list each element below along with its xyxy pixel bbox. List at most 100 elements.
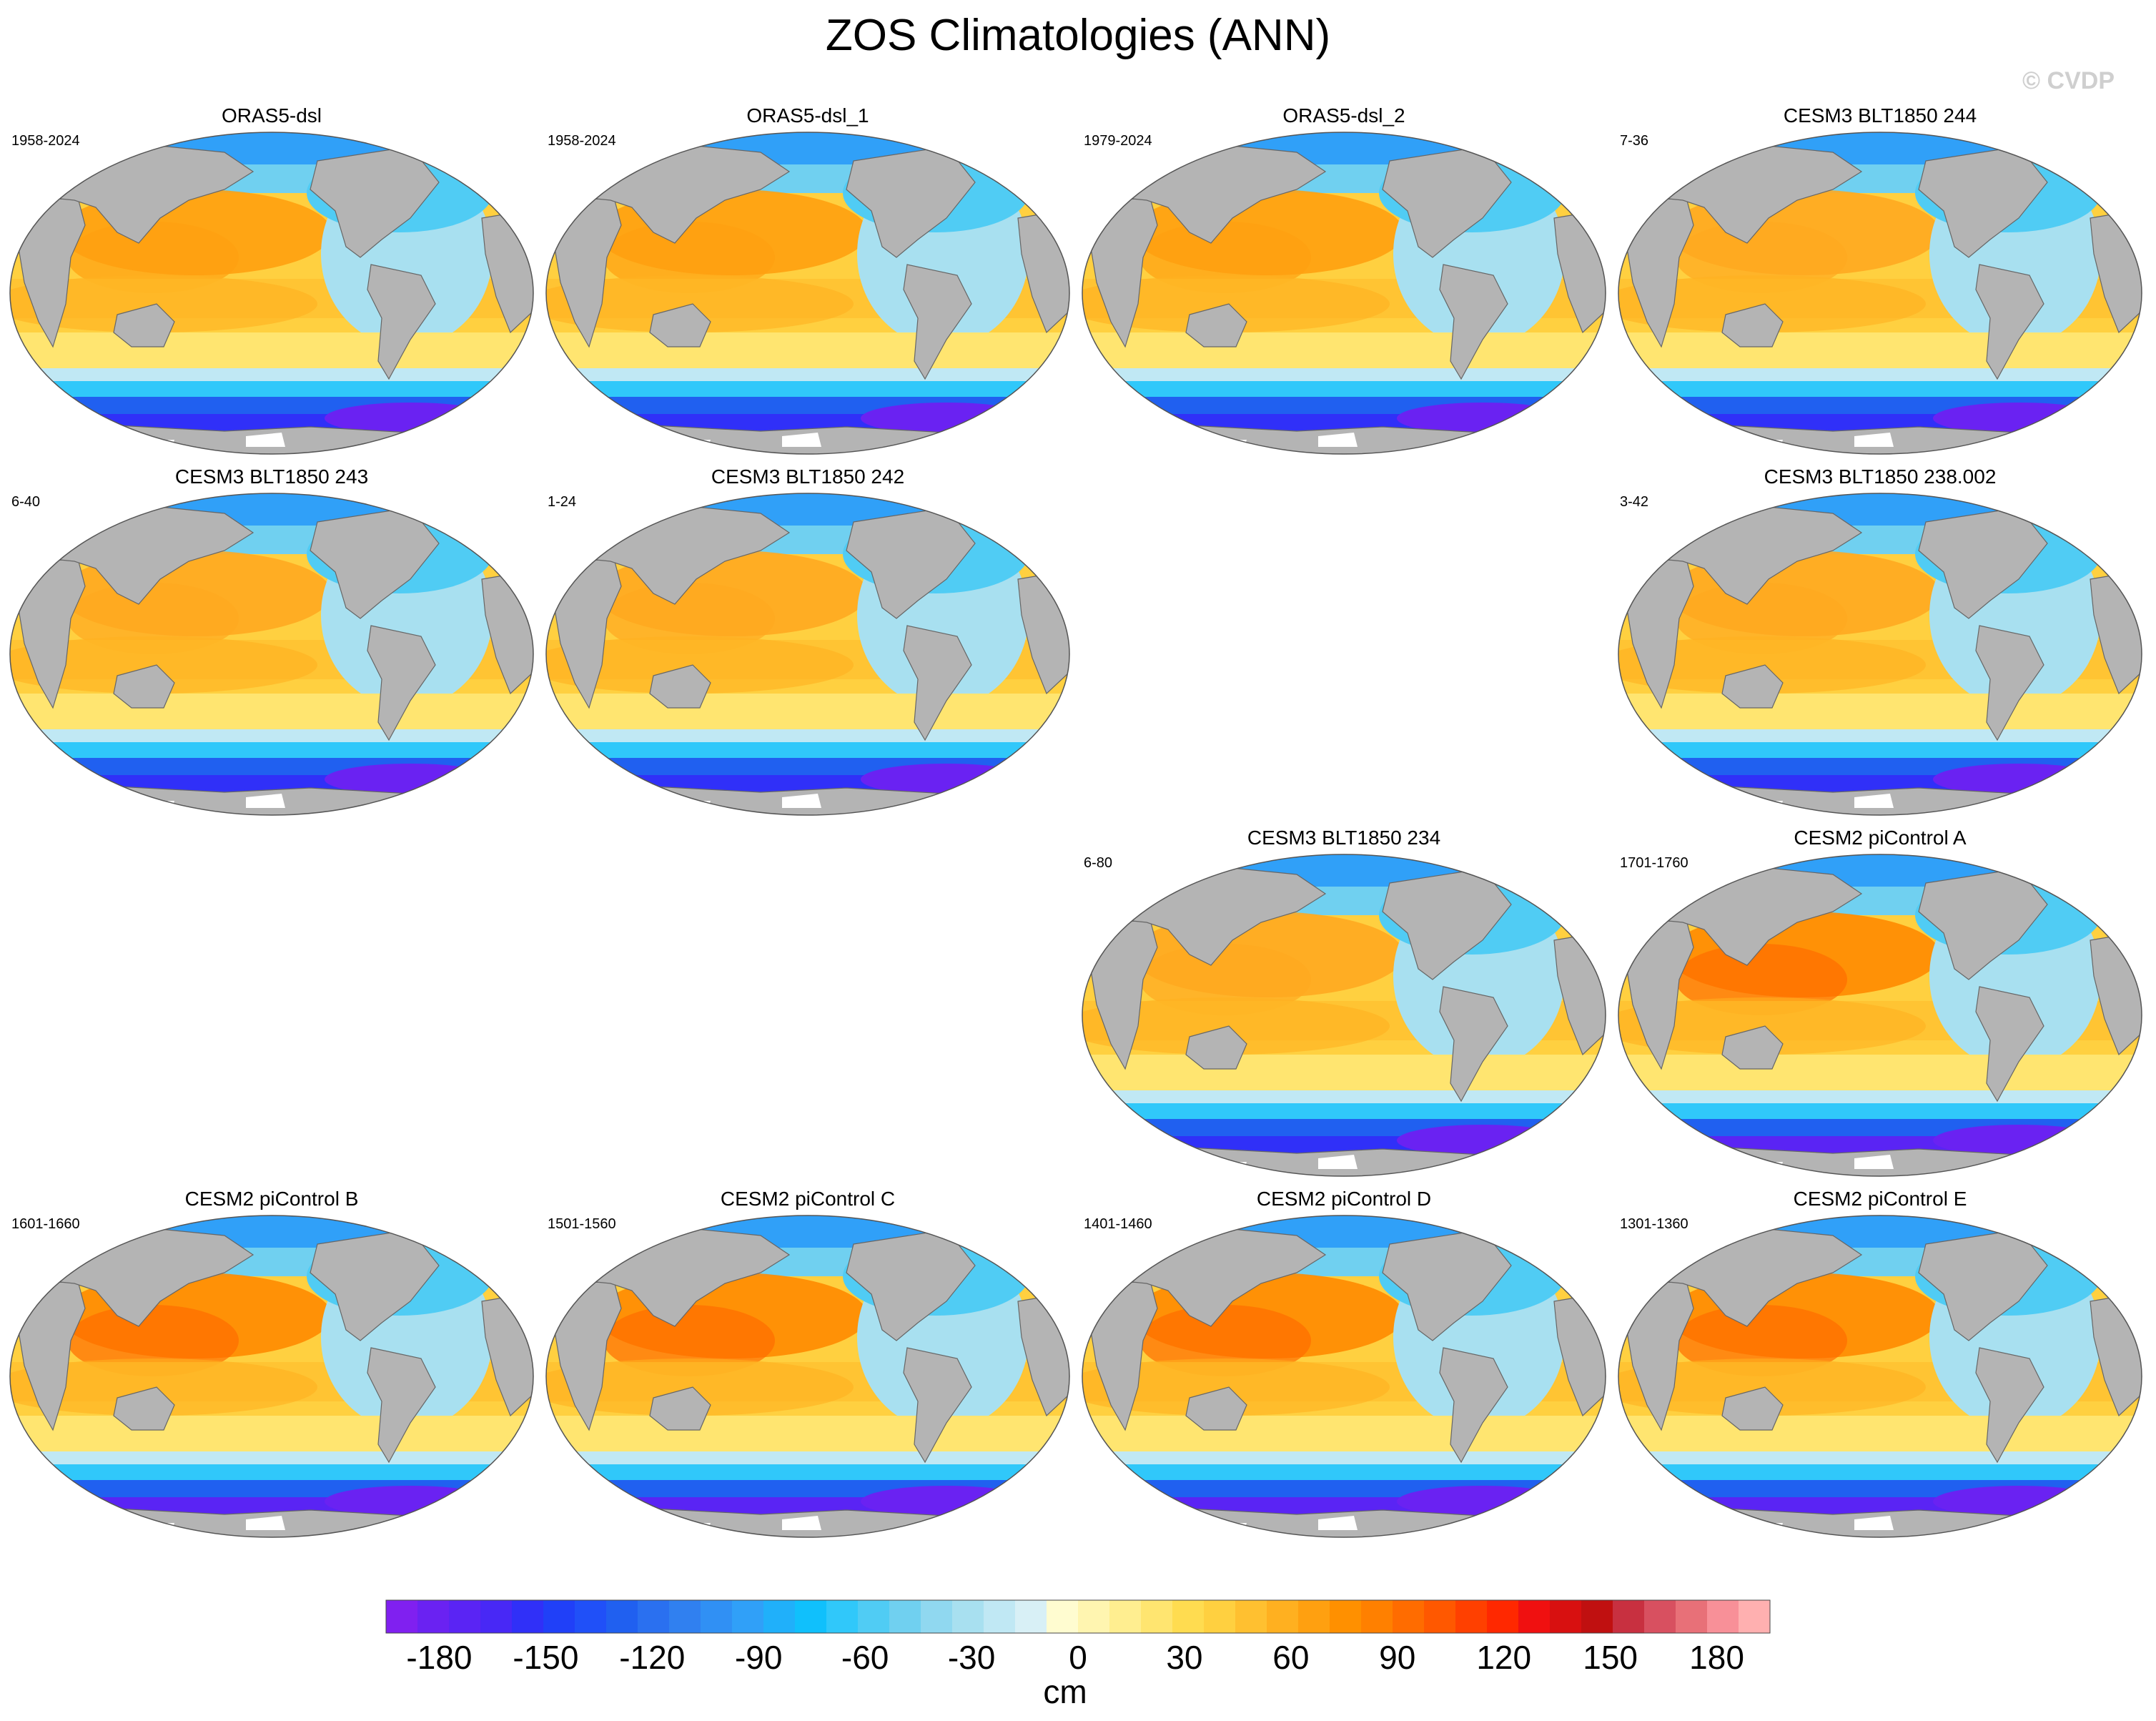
colorbar-box	[606, 1600, 638, 1633]
panel-title: CESM3 BLT1850 234	[1247, 827, 1440, 849]
colorbar-box	[1550, 1600, 1582, 1633]
colorbar-tick-label: -30	[948, 1639, 995, 1676]
panel-years: 6-40	[11, 494, 40, 510]
map-field	[1082, 1215, 1606, 1537]
colorbar-box	[1015, 1600, 1047, 1633]
colorbar-box	[1204, 1600, 1236, 1633]
map-field	[546, 493, 1069, 815]
colorbar-box	[732, 1600, 764, 1633]
map-panel: CESM3 BLT1850 244 7-36	[1618, 104, 2142, 455]
colorbar-tick-label: -60	[841, 1639, 889, 1676]
colorbar-box	[952, 1600, 984, 1633]
colorbar-box	[480, 1600, 513, 1633]
panel-title: CESM2 piControl A	[1794, 827, 1967, 849]
map-border	[1618, 854, 2142, 1177]
panel-years: 7-36	[1620, 133, 1648, 149]
panel-years: 1401-1460	[1084, 1216, 1152, 1232]
page-title: ZOS Climatologies (ANN)	[825, 11, 1331, 60]
colorbar-boxes	[386, 1600, 1771, 1633]
colorbar-tick-label: 120	[1476, 1639, 1531, 1676]
colorbar-box	[575, 1600, 607, 1633]
colorbar-tick-label: 90	[1379, 1639, 1415, 1676]
colorbar-box	[1644, 1600, 1676, 1633]
map-border	[1618, 1215, 2142, 1538]
colorbar-box	[1109, 1600, 1142, 1633]
colorbar-box	[1330, 1600, 1362, 1633]
panel-title: CESM3 BLT1850 238.002	[1764, 465, 1997, 488]
colorbar-box	[1172, 1600, 1205, 1633]
colorbar-tick-label: 60	[1272, 1639, 1309, 1676]
panel-title: ORAS5-dsl_2	[1282, 104, 1405, 127]
colorbar-tick-label: 0	[1069, 1639, 1087, 1676]
panel-title: CESM3 BLT1850 242	[711, 465, 904, 488]
panel-years: 1958-2024	[11, 133, 80, 149]
colorbar-box	[984, 1600, 1016, 1633]
map-border	[9, 493, 534, 816]
panel-years: 1301-1360	[1620, 1216, 1688, 1232]
colorbar-tick-label: -120	[619, 1639, 685, 1676]
colorbar-box	[1393, 1600, 1425, 1633]
panel-title: CESM3 BLT1850 244	[1784, 104, 1977, 127]
map-field	[1618, 132, 2142, 454]
panel-title: CESM2 piControl D	[1257, 1188, 1431, 1210]
colorbar-box	[1676, 1600, 1708, 1633]
map-border	[9, 132, 534, 455]
panel-title: ORAS5-dsl	[222, 104, 322, 127]
colorbar-box	[1455, 1600, 1488, 1633]
panel-years: 1979-2024	[1084, 133, 1152, 149]
map-border	[1082, 1215, 1606, 1538]
panel-title: CESM3 BLT1850 243	[175, 465, 368, 488]
map-panel: CESM2 piControl D 1401-1460	[1082, 1188, 1606, 1538]
panel-years: 1701-1760	[1620, 855, 1688, 871]
colorbar-box	[795, 1600, 827, 1633]
watermark: © CVDP	[2022, 67, 2115, 94]
map-border	[1618, 493, 2142, 816]
panel-title: CESM2 piControl C	[721, 1188, 895, 1210]
colorbar-tick-label: 150	[1583, 1639, 1638, 1676]
panel-years: 6-80	[1084, 855, 1112, 871]
colorbar-frame	[385, 1599, 1771, 1634]
colorbar-box	[701, 1600, 733, 1633]
colorbar-tick-label: -150	[513, 1639, 578, 1676]
colorbar-box	[417, 1600, 450, 1633]
colorbar-box	[1267, 1600, 1299, 1633]
panel-title: CESM2 piControl B	[185, 1188, 359, 1210]
panel-title: CESM2 piControl E	[1794, 1188, 1967, 1210]
colorbar-box	[386, 1600, 418, 1633]
map-border	[1082, 854, 1606, 1177]
panel-years: 1958-2024	[548, 133, 616, 149]
map-panels: ORAS5-dsl 1958-2024 ORAS5-dsl_1 1958-2024 OR…	[9, 104, 2142, 1538]
colorbar-box	[638, 1600, 670, 1633]
panel-years: 1501-1560	[548, 1216, 616, 1232]
colorbar-box	[1518, 1600, 1551, 1633]
colorbar-box	[1047, 1600, 1079, 1633]
colorbar-box	[1424, 1600, 1456, 1633]
map-border	[1082, 132, 1606, 455]
colorbar-box	[1141, 1600, 1173, 1633]
colorbar-box	[1739, 1600, 1771, 1633]
panel-years: 1-24	[548, 494, 576, 510]
colorbar-units-label: cm	[1043, 1673, 1087, 1710]
panel-title: ORAS5-dsl_1	[746, 104, 869, 127]
colorbar-tick-label: -180	[406, 1639, 472, 1676]
colorbar-box	[1078, 1600, 1110, 1633]
map-border	[545, 1215, 1070, 1538]
colorbar-box	[669, 1600, 701, 1633]
colorbar-box	[889, 1600, 921, 1633]
colorbar-box	[826, 1600, 859, 1633]
map-border	[9, 1215, 534, 1538]
colorbar-box	[1581, 1600, 1613, 1633]
colorbar-box	[512, 1600, 544, 1633]
colorbar-box	[1487, 1600, 1519, 1633]
map-panel: ORAS5-dsl_2 1979-2024	[1082, 104, 1606, 455]
colorbar-box	[858, 1600, 890, 1633]
colorbar-tick-label: 30	[1166, 1639, 1202, 1676]
map-field	[1082, 132, 1606, 454]
colorbar-box	[921, 1600, 953, 1633]
panel-years: 1601-1660	[11, 1216, 80, 1232]
colorbar-tick-label: -90	[735, 1639, 782, 1676]
colorbar-box	[449, 1600, 481, 1633]
colorbar-box	[1298, 1600, 1330, 1633]
map-border	[545, 493, 1070, 816]
